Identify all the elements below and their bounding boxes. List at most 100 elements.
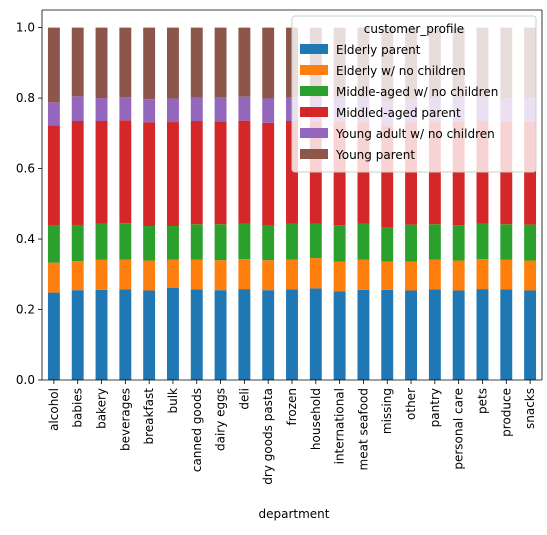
y-tick-label: 0.8 (16, 91, 35, 105)
x-axis-label: department (259, 507, 330, 521)
bar-segment (309, 223, 322, 259)
bar-segment (119, 259, 132, 290)
legend-title: customer_profile (364, 22, 464, 36)
x-tick-label: bulk (166, 388, 180, 414)
bar-segment (95, 98, 108, 121)
legend-box (291, 15, 537, 173)
bar-segment (190, 121, 203, 225)
axes-layer: 0.0 0.2 0.4 0.6 0.8 1.0 alcohol babies bakery bev… (16, 9, 543, 485)
bar-segment (119, 97, 132, 121)
bar-segment (500, 289, 513, 380)
legend-swatch (300, 128, 328, 138)
bar-segment (405, 290, 417, 380)
bar-segment (381, 289, 394, 380)
bar-segment (262, 122, 275, 226)
bar-segment (476, 289, 489, 380)
bar-segment (357, 223, 370, 260)
bar-segment (309, 121, 322, 224)
bar-segment (333, 261, 346, 292)
bar-segment (524, 224, 537, 261)
bar-segment (119, 289, 132, 380)
bar-segment (238, 27, 251, 97)
y-tick-label: 1.0 (16, 21, 35, 35)
legend-swatch (300, 86, 328, 96)
bar-segment (167, 226, 179, 260)
x-tick-label: bakery (95, 388, 109, 429)
bar-segment (476, 223, 489, 260)
bar-segment (47, 27, 60, 103)
bar-segment (167, 98, 179, 123)
x-tick-label: other (404, 388, 418, 420)
bar-segment (143, 226, 156, 261)
x-tick-label: frozen (285, 388, 299, 426)
bar-segment (71, 261, 84, 291)
bar-segment (381, 227, 394, 262)
bar-segment (452, 260, 465, 291)
bar-segment (238, 289, 251, 380)
bar-segment (428, 224, 441, 260)
bar-segment (333, 225, 346, 262)
x-tick-label: breakfast (142, 388, 156, 445)
bar-segment (167, 27, 179, 99)
bar-segment (262, 290, 275, 380)
bar-segment (238, 259, 251, 290)
bar-segment (119, 223, 132, 260)
bar-segment (95, 289, 108, 380)
x-tick-label: meat seafood (356, 388, 370, 470)
bar-segment (238, 223, 251, 260)
bar-segment (47, 292, 60, 380)
bar-segment (214, 97, 227, 122)
bar-segment (238, 120, 251, 224)
bar-segment (286, 223, 298, 260)
bar-segment (500, 121, 513, 225)
bar-segment (262, 225, 275, 261)
bar-segment (167, 259, 179, 288)
bar-segment (71, 121, 84, 225)
bar-segment (143, 99, 156, 123)
x-tick-label: pets (475, 388, 489, 414)
bar-segment (47, 125, 60, 226)
bar-segment (143, 122, 156, 227)
bar-segment (357, 259, 370, 290)
bar-segment (71, 27, 84, 97)
legend-swatch (300, 107, 328, 117)
bar-segment (190, 224, 203, 260)
bar-segment (524, 121, 537, 225)
bar-segment (71, 290, 84, 380)
bar-segment (524, 290, 537, 380)
x-tick-label: personal care (452, 388, 466, 470)
bar-segment (476, 259, 489, 290)
bar-segment (47, 225, 60, 263)
bar-segment (119, 27, 132, 98)
bar-segment (214, 260, 227, 291)
x-tick-label: missing (380, 388, 394, 434)
bar-segment (333, 121, 346, 226)
bar-segment (214, 121, 227, 225)
bar-segment (309, 288, 322, 380)
x-tick-label: household (309, 388, 323, 450)
legend-entry-label: Middled-aged parent (336, 106, 461, 120)
bar-segment (214, 224, 227, 261)
legend-entry-label: Young parent (335, 148, 415, 162)
bar-segment (428, 259, 441, 290)
legend-entry-label: Elderly w/ no children (336, 64, 466, 78)
bar-segment (95, 223, 108, 260)
bar-segment (500, 259, 513, 290)
bar-segment (167, 287, 179, 380)
bar-segment (286, 259, 298, 290)
bar-segment (500, 224, 513, 260)
x-tick-label: alcohol (47, 388, 61, 431)
bar-segment (238, 96, 251, 121)
bar-segment (357, 122, 370, 224)
legend-entry-label: Elderly parent (336, 43, 421, 57)
x-tick-label: produce (499, 388, 513, 437)
bar-segment (143, 260, 156, 291)
bar-segment (190, 289, 203, 380)
bar-segment (119, 120, 132, 224)
bar-segment (309, 258, 322, 289)
bar-segment (405, 122, 417, 225)
bar-segment (428, 122, 441, 225)
bar-segment (95, 121, 108, 224)
